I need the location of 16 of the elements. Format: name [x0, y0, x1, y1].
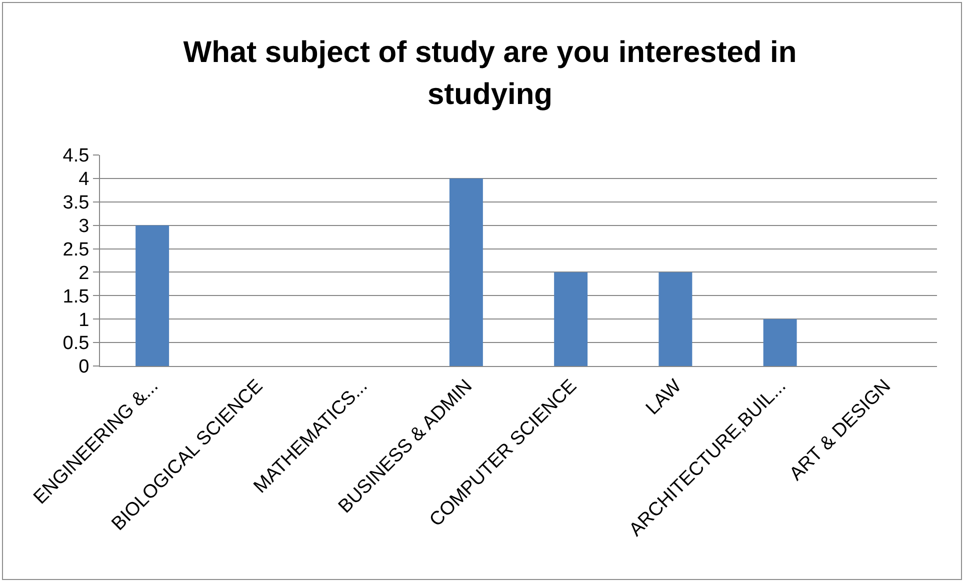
chart-title: What subject of study are you interested in studying	[182, 35, 798, 113]
y-tick-label: 2	[78, 262, 90, 284]
y-tick-label: 2.5	[62, 239, 90, 260]
y-tick-label: 1.5	[62, 286, 90, 308]
bar	[554, 272, 588, 366]
bar	[763, 319, 797, 366]
bar	[449, 178, 483, 366]
y-tick-label: 3	[78, 216, 90, 237]
y-tick-label: 3.5	[62, 192, 90, 214]
bar	[136, 225, 170, 366]
y-tick-label: 0.5	[62, 333, 90, 354]
y-tick-label: 4.5	[62, 146, 90, 167]
y-tick-label: 0	[78, 356, 90, 378]
bar	[658, 272, 692, 366]
y-tick-label: 4	[78, 169, 90, 190]
y-tick-label: 1	[78, 310, 90, 331]
